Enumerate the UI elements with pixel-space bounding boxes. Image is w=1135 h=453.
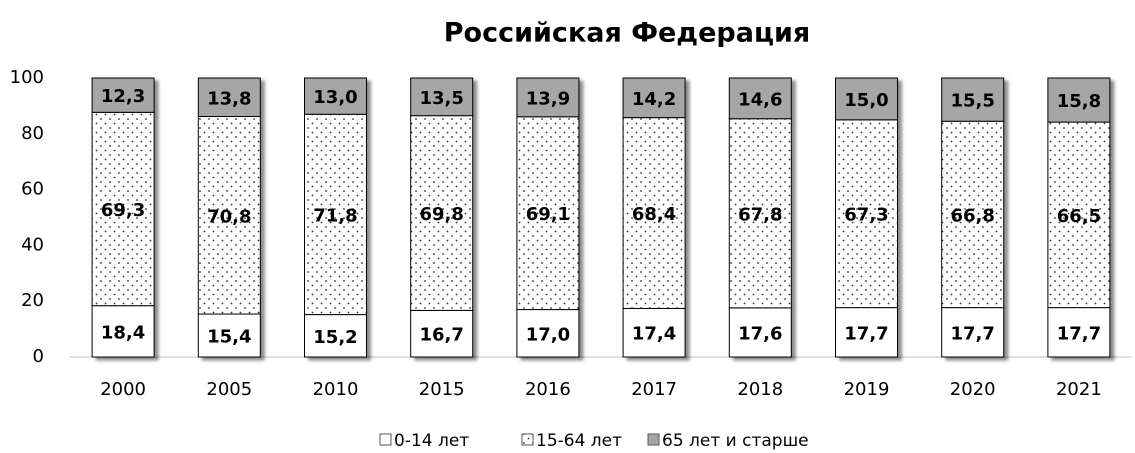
data-label: 14,2 <box>632 89 676 110</box>
data-label: 13,8 <box>207 88 251 109</box>
data-label: 67,8 <box>738 204 782 225</box>
y-tick-label: 20 <box>21 290 44 311</box>
bar-segment <box>622 77 686 119</box>
bar-segment <box>304 314 367 358</box>
bar-stack <box>728 77 792 358</box>
bar-segment <box>516 309 580 358</box>
data-label: 16,7 <box>419 325 463 346</box>
x-tick-label: 2018 <box>737 379 783 400</box>
bar-segment <box>1047 77 1111 123</box>
data-label: 12,3 <box>101 86 145 107</box>
bar-segment <box>197 77 261 118</box>
legend-marker <box>379 433 392 446</box>
data-label: 69,1 <box>526 204 570 225</box>
data-label: 17,0 <box>526 324 570 345</box>
bar-segment <box>622 117 686 309</box>
x-tick-label: 2015 <box>419 379 465 400</box>
bar-segment <box>410 309 474 358</box>
data-label: 17,6 <box>738 323 782 344</box>
bar-segment <box>410 115 474 311</box>
bar-segment <box>197 116 261 315</box>
x-tick-label: 2010 <box>313 379 359 400</box>
data-label: 15,8 <box>1057 91 1101 112</box>
x-tick-label: 2000 <box>100 379 146 400</box>
bar-segment <box>410 77 474 117</box>
bar-stack <box>304 77 367 358</box>
x-tick-label: 2017 <box>631 379 677 400</box>
bar-segment <box>941 120 1005 309</box>
x-tick-label: 2020 <box>950 379 996 400</box>
bar-segment <box>516 77 580 118</box>
data-label: 71,8 <box>313 205 357 226</box>
bar-stack <box>622 77 686 358</box>
bar-segment <box>835 77 898 121</box>
x-tick-label: 2005 <box>206 379 252 400</box>
bar-segment <box>835 307 898 358</box>
bar-stack <box>941 77 1005 358</box>
data-label: 15,5 <box>950 91 994 112</box>
chart-title: Российская Федерация <box>444 18 811 49</box>
bar-segment <box>304 77 367 115</box>
data-label: 67,3 <box>844 205 888 226</box>
y-tick-label: 60 <box>21 179 44 200</box>
legend-marker <box>647 433 660 446</box>
data-label: 15,4 <box>207 327 251 348</box>
x-tick-label: 2021 <box>1056 379 1102 400</box>
data-label: 14,6 <box>738 89 782 110</box>
bar-segment <box>91 77 155 113</box>
bar-segment <box>197 313 261 358</box>
data-label: 66,8 <box>950 205 994 226</box>
data-label: 70,8 <box>207 206 251 227</box>
data-label: 13,5 <box>419 88 463 109</box>
x-tick-label: 2019 <box>844 379 890 400</box>
bar-segment <box>516 116 580 311</box>
bar-segment <box>304 113 367 316</box>
bar-stack <box>835 77 898 358</box>
bar-segment <box>728 77 792 120</box>
data-label: 13,9 <box>526 88 570 109</box>
bar-segment <box>91 305 155 358</box>
data-label: 17,7 <box>844 323 888 344</box>
bar-segment <box>91 111 155 307</box>
data-label: 69,8 <box>419 204 463 225</box>
data-label: 13,0 <box>313 87 357 108</box>
y-tick-label: 80 <box>21 123 44 144</box>
legend-label: 15-64 лет <box>536 431 622 451</box>
data-label: 68,4 <box>632 204 676 225</box>
y-tick-label: 40 <box>21 234 44 255</box>
bar-stack <box>410 77 474 358</box>
bar-segment <box>835 119 898 309</box>
data-label: 15,2 <box>313 327 357 348</box>
bar-stack <box>197 77 261 358</box>
legend-marker <box>521 433 534 446</box>
data-label: 69,3 <box>101 200 145 221</box>
bar-segment <box>728 118 792 309</box>
legend-label: 65 лет и старше <box>662 431 809 451</box>
bar-stack <box>516 77 580 358</box>
y-tick-label: 0 <box>33 346 44 367</box>
data-label: 17,7 <box>1057 323 1101 344</box>
data-label: 66,5 <box>1057 206 1101 227</box>
data-label: 17,7 <box>950 323 994 344</box>
legend-label: 0-14 лет <box>394 431 469 451</box>
bar-segment <box>1047 307 1111 358</box>
bar-segment <box>728 307 792 358</box>
x-tick-label: 2016 <box>525 379 571 400</box>
bar-segment <box>941 77 1005 122</box>
data-label: 17,4 <box>632 324 676 345</box>
data-label: 15,0 <box>844 90 888 111</box>
bar-segment <box>622 307 686 358</box>
bar-stack <box>91 77 155 358</box>
bar-segment <box>1047 121 1111 309</box>
bar-stack <box>1047 77 1111 358</box>
y-tick-label: 100 <box>10 67 44 88</box>
data-label: 18,4 <box>101 322 145 343</box>
